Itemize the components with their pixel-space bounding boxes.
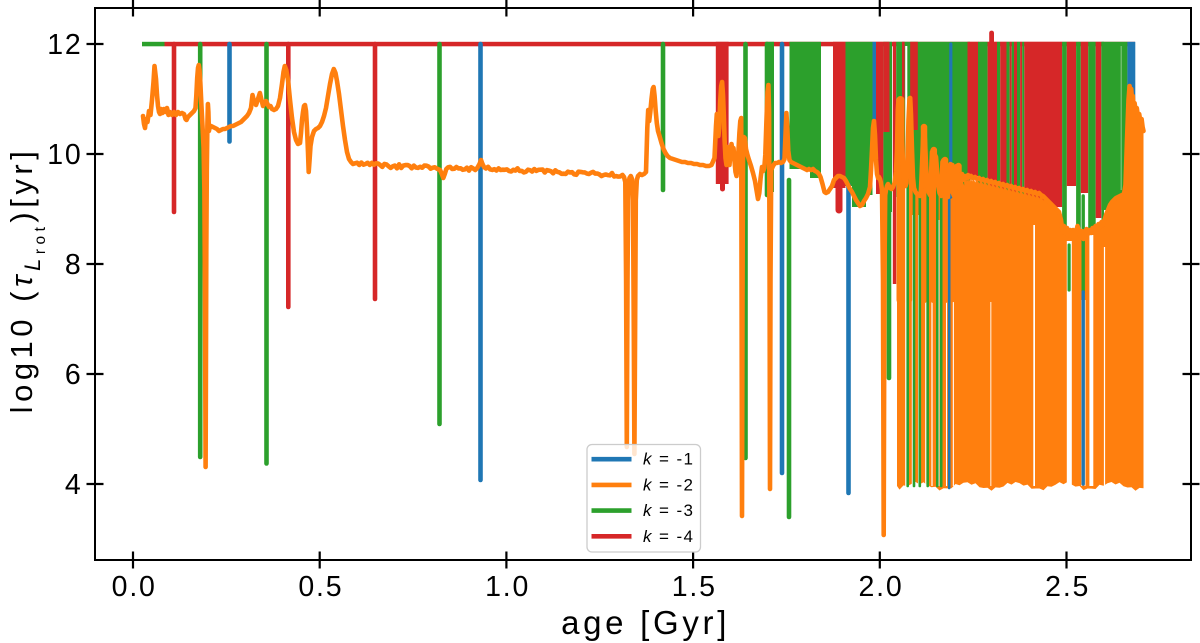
svg-text:k = -3: k = -3 xyxy=(643,501,694,520)
svg-text:10: 10 xyxy=(47,139,82,171)
svg-text:0.0: 0.0 xyxy=(112,571,157,603)
svg-text:k = -1: k = -1 xyxy=(643,450,694,469)
svg-text:k = -4: k = -4 xyxy=(643,527,694,546)
svg-text:age [Gyr]: age [Gyr] xyxy=(561,604,730,641)
svg-text:2.0: 2.0 xyxy=(858,571,903,603)
svg-text:0.5: 0.5 xyxy=(298,571,343,603)
svg-text:k = -2: k = -2 xyxy=(643,475,694,494)
svg-text:1.5: 1.5 xyxy=(672,571,717,603)
svg-text:4: 4 xyxy=(65,469,83,501)
svg-text:1.0: 1.0 xyxy=(485,571,530,603)
svg-text:8: 8 xyxy=(65,249,83,281)
svg-text:2.5: 2.5 xyxy=(1045,571,1090,603)
svg-text:12: 12 xyxy=(47,29,82,61)
svg-text:6: 6 xyxy=(65,359,83,391)
